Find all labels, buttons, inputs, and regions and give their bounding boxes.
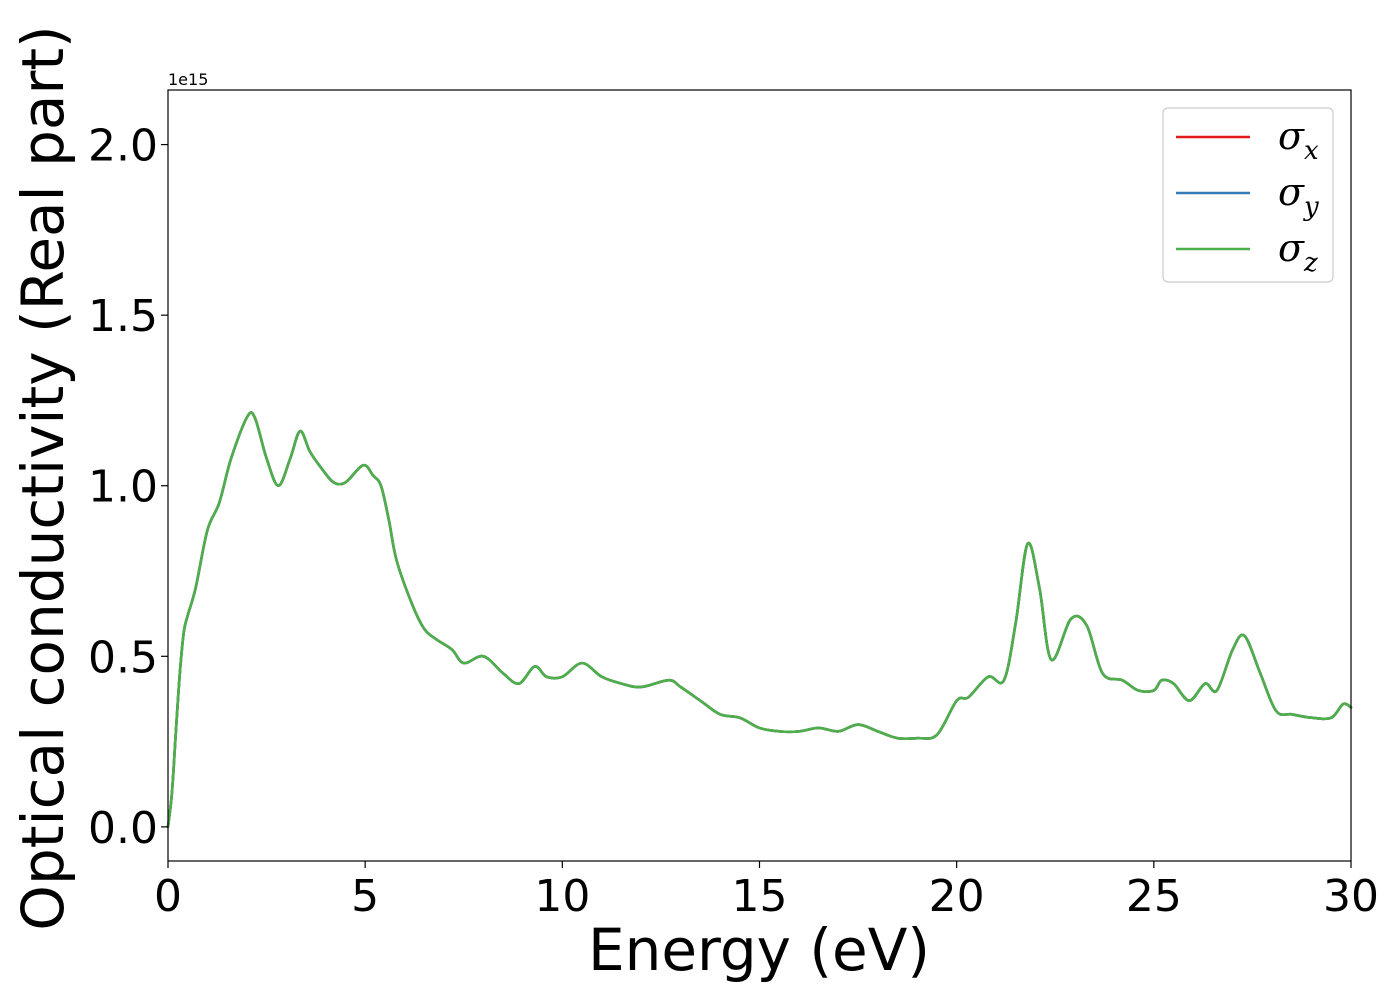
x-axis: 0 5 10 15 20 25 30 (154, 861, 1379, 922)
legend-box (1162, 107, 1334, 283)
series-line-3 (166, 411, 1353, 829)
series-layer (166, 411, 1353, 829)
y-tick-label: 1.5 (88, 291, 158, 342)
y-axis-title: Optical conductivity (Real part) (9, 25, 77, 930)
x-tick-label: 20 (929, 871, 985, 922)
x-tick-label: 5 (351, 871, 379, 922)
x-tick-label: 15 (732, 871, 788, 922)
x-tick-label: 25 (1126, 871, 1182, 922)
legend-label-2: σy (1278, 170, 1319, 222)
x-tick-label: 10 (534, 871, 590, 922)
x-tick-label: 30 (1323, 871, 1379, 922)
y-tick-label: 2.0 (88, 121, 158, 172)
y-axis: 0.0 0.5 1.0 1.5 2.0 (88, 121, 168, 854)
y-offset-label: 1e15 (168, 70, 208, 89)
x-tick-label: 0 (154, 871, 182, 922)
legend-label-3: σz (1278, 226, 1318, 278)
y-tick-label: 0.5 (88, 632, 158, 683)
legend-label-1: σx (1278, 114, 1319, 166)
x-axis-title: Energy (eV) (588, 916, 930, 984)
y-tick-label: 1.0 (88, 462, 158, 513)
y-tick-label: 0.0 (88, 803, 158, 854)
